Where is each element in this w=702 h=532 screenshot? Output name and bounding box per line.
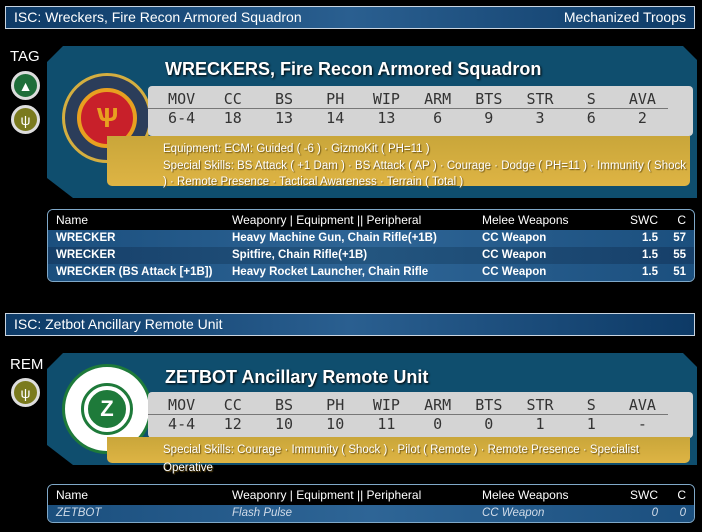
stat-value: 3 xyxy=(535,109,545,127)
stat-header: STR xyxy=(526,90,554,108)
equipment-skills-panel: Equipment: ECM: Guided ( -6 ) · GizmoKit… xyxy=(107,136,690,188)
remote-presence-icon[interactable]: ψ xyxy=(11,378,40,407)
profiles-table: Name Weaponry | Equipment || Peripheral Me… xyxy=(47,484,695,523)
isc-title: ISC: Zetbot Ancillary Remote Unit xyxy=(14,316,223,332)
table-cell: CC Weapon xyxy=(482,266,547,278)
table-cell: CC Weapon xyxy=(482,232,547,244)
table-cell: 1.5 xyxy=(642,249,658,261)
stat-header: ARM xyxy=(424,90,452,108)
stat-value: 6 xyxy=(433,109,443,127)
unit-name: WRECKERS, Fire Recon Armored Squadron xyxy=(165,59,542,79)
stat-value: 6 xyxy=(586,109,596,127)
unit-type: TAG xyxy=(10,48,40,65)
table-header: Name Weaponry | Equipment || Peripheral Me… xyxy=(48,210,694,230)
special-skills-text: Special Skills: BS Attack ( +1 Dam ) · B… xyxy=(163,160,687,188)
stat-header: BS xyxy=(274,90,294,108)
column-header: SWC xyxy=(630,488,658,502)
table-cell: 55 xyxy=(673,249,686,261)
column-header: C xyxy=(677,488,686,502)
table-cell: ZETBOT xyxy=(56,507,102,519)
stat-header: BS xyxy=(274,396,294,414)
stat-value: 0 xyxy=(433,415,443,433)
stat-value: 4-4 xyxy=(168,415,196,433)
column-header: C xyxy=(677,213,686,227)
stat-header: STR xyxy=(526,396,554,414)
column-header: Melee Weapons xyxy=(482,488,569,502)
unit-name: ZETBOT Ancillary Remote Unit xyxy=(165,367,429,387)
stat-value: 13 xyxy=(274,109,294,127)
column-header: Weaponry | Equipment || Peripheral xyxy=(232,213,422,227)
column-header: Name xyxy=(56,213,89,227)
table-cell: Flash Pulse xyxy=(232,507,293,519)
table-cell: Heavy Rocket Launcher, Chain Rifle xyxy=(232,266,429,278)
table-row[interactable]: WRECKER (BS Attack [+1B]) Heavy Rocket La… xyxy=(48,264,694,281)
table-cell: WRECKER xyxy=(56,232,116,244)
stat-value: 13 xyxy=(377,109,396,127)
isc-title: ISC: Wreckers, Fire Recon Armored Squadr… xyxy=(14,9,302,25)
column-header: Name xyxy=(56,488,89,502)
stat-header: MOV xyxy=(168,90,196,108)
stat-header: AVA xyxy=(628,396,656,414)
table-cell: 51 xyxy=(673,266,686,278)
table-cell: 1.5 xyxy=(642,266,658,278)
stat-header: PH xyxy=(326,396,345,414)
stat-value: 0 xyxy=(484,415,494,433)
stat-value: - xyxy=(637,415,647,433)
special-skills-text: Special Skills: Courage · Immunity ( Sho… xyxy=(163,444,640,474)
stats-panel: MOV CC BS PH WIP ARM BTS STR S AVA 6-4 18 13 14 13 6 9 3 6… xyxy=(148,86,693,136)
column-header: SWC xyxy=(630,213,658,227)
table-cell: Heavy Machine Gun, Chain Rifle(+1B) xyxy=(232,232,437,244)
stat-value: 1 xyxy=(535,415,545,433)
stat-header: WIP xyxy=(372,90,400,108)
table-cell: CC Weapon xyxy=(482,507,545,519)
stat-header: WIP xyxy=(372,396,400,414)
stat-value: 1 xyxy=(586,415,596,433)
stat-header: MOV xyxy=(168,396,196,414)
table-cell: Spitfire, Chain Rifle(+1B) xyxy=(232,249,368,261)
stat-value: 10 xyxy=(326,415,345,433)
stat-value: 10 xyxy=(274,415,294,433)
logo-letter: Z xyxy=(81,383,133,435)
stat-header: PH xyxy=(326,90,345,108)
table-row[interactable]: WRECKER Heavy Machine Gun, Chain Rifle(+1… xyxy=(48,230,694,247)
skills-panel: Special Skills: Courage · Immunity ( Sho… xyxy=(107,437,690,474)
table-header: Name Weaponry | Equipment || Peripheral Me… xyxy=(48,485,694,505)
remote-presence-icon[interactable]: ψ xyxy=(11,105,40,134)
unit-type: REM xyxy=(10,356,44,373)
table-row[interactable]: ZETBOT Flash Pulse CC Weapon 0 0 xyxy=(48,505,694,522)
stat-header: CC xyxy=(223,396,242,414)
stat-header: S xyxy=(586,90,596,108)
table-cell: 57 xyxy=(673,232,686,244)
table-cell: WRECKER xyxy=(56,249,116,261)
table-cell: 0 xyxy=(651,507,658,519)
table-cell: 0 xyxy=(679,507,686,519)
stat-header: AVA xyxy=(628,90,656,108)
stat-header: BTS xyxy=(475,396,503,414)
column-header: Weaponry | Equipment || Peripheral xyxy=(232,488,422,502)
isc-header: ISC: Zetbot Ancillary Remote Unit xyxy=(5,313,695,336)
stat-value: 9 xyxy=(484,109,494,127)
unit-category: Mechanized Troops xyxy=(563,9,686,25)
stat-header: ARM xyxy=(424,396,452,414)
table-cell: 1.5 xyxy=(642,232,658,244)
equipment-text: Equipment: ECM: Guided ( -6 ) · GizmoKit… xyxy=(163,143,430,155)
stat-value: 14 xyxy=(326,109,345,127)
profiles-table: Name Weaponry | Equipment || Peripheral Me… xyxy=(47,209,695,282)
stat-value: 11 xyxy=(377,415,396,433)
table-row[interactable]: WRECKER Spitfire, Chain Rifle(+1B) CC Weap… xyxy=(48,247,694,264)
stat-value: 12 xyxy=(223,415,242,433)
stat-value: 6-4 xyxy=(168,109,196,127)
stat-value: 2 xyxy=(637,109,647,127)
stat-header: CC xyxy=(223,90,242,108)
table-cell: WRECKER (BS Attack [+1B]) xyxy=(56,266,213,278)
stat-header: BTS xyxy=(475,90,503,108)
forward-observer-icon[interactable]: ▲ xyxy=(11,71,40,100)
stat-value: 18 xyxy=(223,109,242,127)
table-cell: CC Weapon xyxy=(482,249,547,261)
isc-header: ISC: Wreckers, Fire Recon Armored Squadr… xyxy=(5,6,695,29)
column-header: Melee Weapons xyxy=(482,213,569,227)
stats-panel: MOV CC BS PH WIP ARM BTS STR S AVA 4-4 12 10 10 11 0 0 1 1… xyxy=(148,392,693,438)
stat-header: S xyxy=(586,396,596,414)
